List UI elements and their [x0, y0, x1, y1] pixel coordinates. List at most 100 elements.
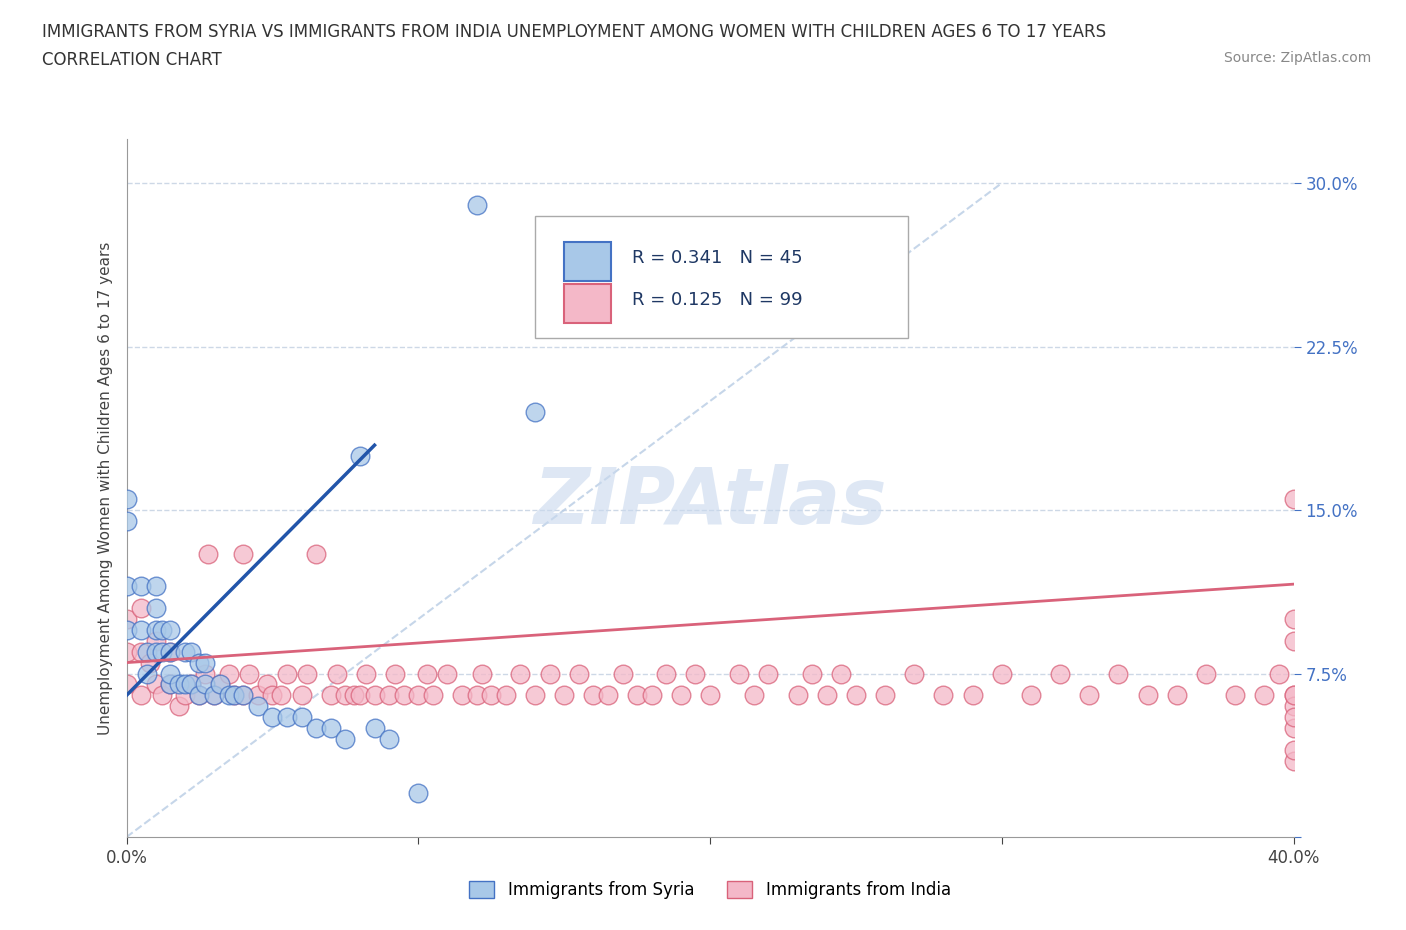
Point	[115, 612, 138, 627]
Point	[319, 721, 342, 736]
Point	[378, 732, 401, 747]
Point	[174, 644, 197, 659]
Point	[568, 666, 591, 681]
Point	[378, 688, 401, 703]
Point	[262, 688, 284, 703]
Point	[136, 644, 159, 659]
Point	[115, 622, 138, 637]
Point	[335, 732, 357, 747]
Point	[202, 688, 225, 703]
Point	[150, 644, 173, 659]
Text: ZIPAtlas: ZIPAtlas	[533, 464, 887, 540]
Point	[256, 677, 278, 692]
Point	[188, 688, 211, 703]
Point	[479, 688, 502, 703]
Point	[174, 677, 197, 692]
FancyBboxPatch shape	[534, 217, 908, 339]
Point	[202, 688, 225, 703]
Point	[145, 578, 167, 593]
Point	[115, 644, 138, 659]
Point	[218, 666, 240, 681]
Point	[194, 677, 217, 692]
Text: R = 0.341   N = 45: R = 0.341 N = 45	[631, 249, 803, 267]
Point	[1282, 710, 1305, 724]
Point	[582, 688, 605, 703]
Point	[335, 688, 357, 703]
Point	[159, 677, 181, 692]
Point	[197, 546, 219, 561]
Point	[422, 688, 444, 703]
Point	[246, 698, 269, 713]
Point	[1282, 721, 1305, 736]
Point	[224, 688, 246, 703]
Point	[208, 677, 231, 692]
Point	[145, 633, 167, 648]
Point	[742, 688, 765, 703]
Point	[1282, 688, 1305, 703]
Point	[188, 655, 211, 670]
Point	[363, 688, 385, 703]
Point	[1268, 666, 1291, 681]
Point	[1282, 698, 1305, 713]
Point	[1166, 688, 1188, 703]
Point	[159, 666, 181, 681]
Point	[1019, 688, 1042, 703]
Point	[612, 666, 634, 681]
Point	[363, 721, 385, 736]
Point	[408, 786, 430, 801]
Point	[115, 492, 138, 507]
Point	[1223, 688, 1246, 703]
Point	[325, 666, 347, 681]
Point	[343, 688, 366, 703]
Point	[167, 698, 190, 713]
Point	[845, 688, 868, 703]
Point	[553, 688, 575, 703]
Point	[903, 666, 925, 681]
Point	[159, 644, 181, 659]
Point	[471, 666, 494, 681]
Point	[509, 666, 531, 681]
Point	[194, 666, 217, 681]
Point	[238, 666, 260, 681]
Point	[319, 688, 342, 703]
Point	[208, 677, 231, 692]
Text: R = 0.125   N = 99: R = 0.125 N = 99	[631, 291, 803, 309]
Point	[129, 578, 152, 593]
Point	[830, 666, 852, 681]
Point	[145, 601, 167, 616]
Point	[524, 688, 547, 703]
Point	[685, 666, 707, 681]
Point	[224, 688, 246, 703]
Point	[188, 688, 211, 703]
FancyBboxPatch shape	[564, 243, 610, 281]
Point	[962, 688, 984, 703]
Point	[180, 677, 202, 692]
Point	[349, 688, 371, 703]
Point	[276, 666, 298, 681]
Point	[297, 666, 319, 681]
Point	[145, 677, 167, 692]
Point	[1108, 666, 1130, 681]
Point	[115, 677, 138, 692]
Text: CORRELATION CHART: CORRELATION CHART	[42, 51, 222, 69]
Point	[262, 710, 284, 724]
Point	[1282, 688, 1305, 703]
Point	[270, 688, 292, 703]
Point	[129, 688, 152, 703]
Point	[392, 688, 415, 703]
Point	[1253, 688, 1275, 703]
Point	[756, 666, 779, 681]
Point	[139, 655, 162, 670]
Point	[349, 448, 371, 463]
Point	[115, 513, 138, 528]
Point	[416, 666, 439, 681]
Point	[626, 688, 648, 703]
Point	[699, 688, 721, 703]
Point	[115, 578, 138, 593]
Point	[129, 622, 152, 637]
Point	[232, 546, 254, 561]
Point	[290, 688, 312, 703]
Point	[1282, 633, 1305, 648]
Point	[801, 666, 824, 681]
Point	[354, 666, 377, 681]
